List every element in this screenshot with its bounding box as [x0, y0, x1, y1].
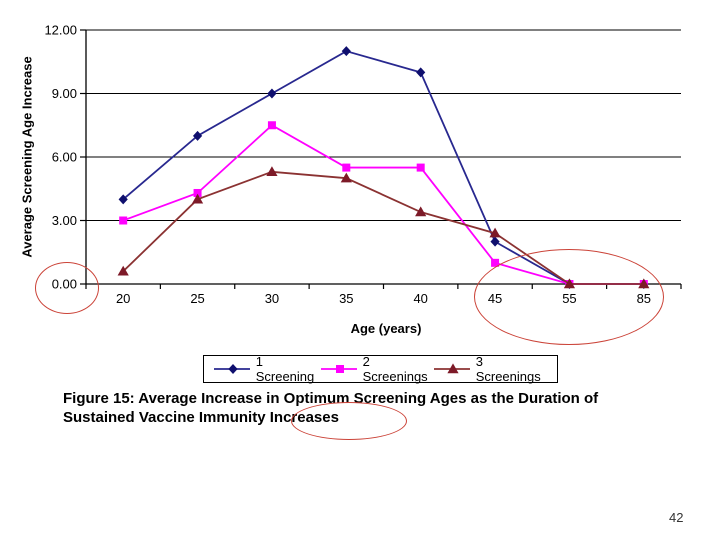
- triangle-marker: [191, 193, 204, 204]
- y-tick-label: 6.00: [52, 150, 77, 165]
- triangle-marker: [563, 278, 576, 289]
- x-tick-label: 40: [413, 291, 427, 306]
- triangle-marker: [489, 227, 501, 238]
- diamond-marker: [267, 88, 277, 99]
- square-marker: [342, 163, 351, 172]
- y-tick-label: 0.00: [52, 277, 77, 292]
- x-tick-label: 35: [339, 291, 353, 306]
- y-tick-label: 12.00: [44, 23, 77, 38]
- page-number: 42: [669, 510, 684, 525]
- legend-item-3: 3 Screenings: [433, 354, 547, 384]
- x-tick-label: 30: [265, 291, 279, 306]
- diamond-marker: [416, 67, 426, 78]
- series-line-triangle: [122, 170, 644, 285]
- legend-item-2: 2 Screenings: [320, 354, 434, 384]
- square-marker: [267, 121, 276, 130]
- square-marker: [193, 188, 202, 197]
- x-tick-label: 55: [562, 291, 576, 306]
- legend-square-icon: [320, 365, 357, 373]
- figure-caption: Figure 15: Average Increase in Optimum S…: [63, 389, 693, 427]
- triangle-marker: [117, 265, 129, 276]
- y-tick-label: 3.00: [52, 213, 77, 228]
- legend-label: 2 Screenings: [362, 354, 428, 384]
- square-marker: [416, 163, 425, 172]
- legend-diamond-icon: [214, 364, 250, 374]
- figure-caption-line-1: Figure 15: Average Increase in Optimum S…: [63, 390, 599, 407]
- diamond-marker: [228, 364, 238, 374]
- x-tick-label: 45: [488, 291, 502, 306]
- series-line-diamond: [122, 50, 644, 285]
- legend-label: 3 Screenings: [475, 354, 541, 384]
- x-axis-title: Age (years): [350, 321, 422, 336]
- triangle-marker: [415, 206, 427, 217]
- triangle-marker: [447, 363, 459, 374]
- triangle-marker: [266, 166, 278, 177]
- x-tick-label: 85: [637, 291, 651, 306]
- diamond-marker: [341, 46, 351, 57]
- square-marker: [335, 365, 344, 373]
- x-tick-label: 25: [190, 291, 204, 306]
- square-marker: [491, 258, 500, 267]
- series-line-square: [122, 124, 644, 285]
- chart-legend: 1 Screening 2 Screenings 3 Screenings: [203, 354, 558, 384]
- legend-triangle-icon: [433, 363, 470, 374]
- x-tick-label: 20: [116, 291, 130, 306]
- diamond-marker: [118, 194, 128, 205]
- diamond-marker: [192, 130, 203, 141]
- diamond-marker: [490, 236, 500, 247]
- triangle-marker: [638, 278, 650, 289]
- legend-label: 1 Screening: [255, 354, 315, 384]
- triangle-marker: [340, 172, 352, 183]
- figure-caption-line-2: Sustained Vaccine Immunity Increases: [63, 409, 339, 426]
- y-tick-label: 9.00: [52, 86, 77, 101]
- y-axis-title: Average Screening Age Increase: [19, 56, 35, 258]
- square-marker: [119, 216, 128, 225]
- legend-item-1: 1 Screening: [214, 354, 321, 384]
